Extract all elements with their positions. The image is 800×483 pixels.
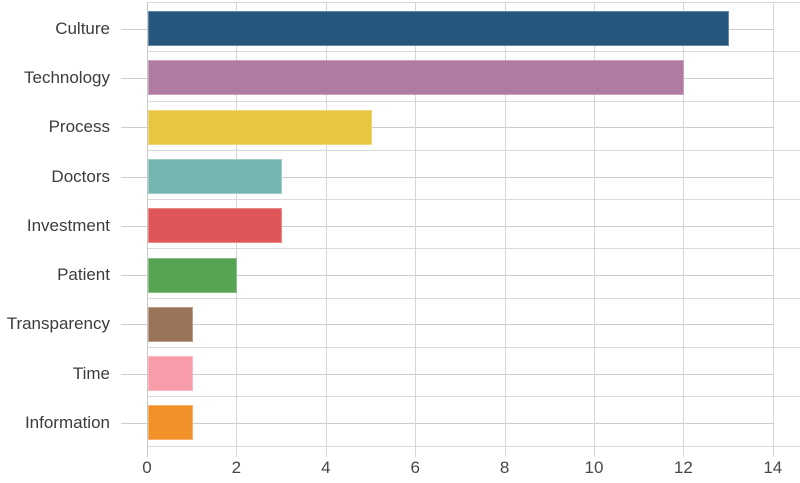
y-axis-label-information: Information xyxy=(24,412,110,432)
gridline-category-center xyxy=(121,373,773,375)
x-axis-tick-label: 0 xyxy=(142,458,152,477)
gridline-vertical xyxy=(683,2,685,457)
gridline-row-boundary xyxy=(147,149,800,151)
y-axis-label-process: Process xyxy=(48,117,110,137)
gridline-vertical xyxy=(415,2,417,457)
gridline-row-boundary xyxy=(147,347,800,348)
gridline-row-boundary xyxy=(147,199,800,201)
x-axis-tick-label: 10 xyxy=(584,458,604,477)
y-axis-label-culture: Culture xyxy=(55,18,110,38)
x-axis-zero-line xyxy=(147,2,148,457)
bar-time xyxy=(148,356,193,392)
x-axis-tick-label: 12 xyxy=(673,458,693,477)
bar-information xyxy=(148,405,193,441)
gridline-category-center xyxy=(121,422,773,424)
gridline-vertical xyxy=(772,2,774,457)
gridline-row-boundary xyxy=(147,297,800,299)
gridline-vertical xyxy=(504,2,506,457)
y-axis-label-doctors: Doctors xyxy=(51,166,110,186)
y-axis-label-time: Time xyxy=(72,363,110,383)
gridline-row-boundary xyxy=(147,396,800,398)
y-axis-label-transparency: Transparency xyxy=(6,314,110,334)
y-axis-label-patient: Patient xyxy=(57,265,110,284)
x-axis-tick-label: 2 xyxy=(231,458,242,477)
bar-investment xyxy=(148,208,283,244)
gridline-vertical xyxy=(594,2,595,457)
gridline-category-center xyxy=(121,176,773,178)
gridline-category-center xyxy=(121,275,773,276)
gridline-row-boundary xyxy=(147,51,800,53)
gridline-category-center xyxy=(121,127,773,129)
gridline-category-center xyxy=(121,324,773,326)
bar-transparency xyxy=(148,306,193,342)
x-axis-tick-label: 4 xyxy=(321,458,331,477)
bar-process xyxy=(148,109,372,145)
x-axis-tick-label: 14 xyxy=(763,458,783,477)
x-axis-tick-label: 6 xyxy=(410,458,420,477)
gridline-row-boundary xyxy=(147,248,800,250)
bar-doctors xyxy=(148,159,283,194)
gridline-category-center xyxy=(121,225,773,227)
bar-technology xyxy=(148,60,685,96)
gridline-row-boundary xyxy=(147,100,800,102)
bar-culture xyxy=(148,11,730,47)
y-axis-label-technology: Technology xyxy=(23,67,110,87)
y-axis-label-investment: Investment xyxy=(26,215,110,235)
gridline-vertical xyxy=(325,2,327,457)
x-axis-tick-label: 8 xyxy=(499,458,510,477)
bar-patient xyxy=(148,257,238,293)
gridline-row-boundary xyxy=(147,445,800,447)
gridline-row-boundary xyxy=(147,2,800,3)
